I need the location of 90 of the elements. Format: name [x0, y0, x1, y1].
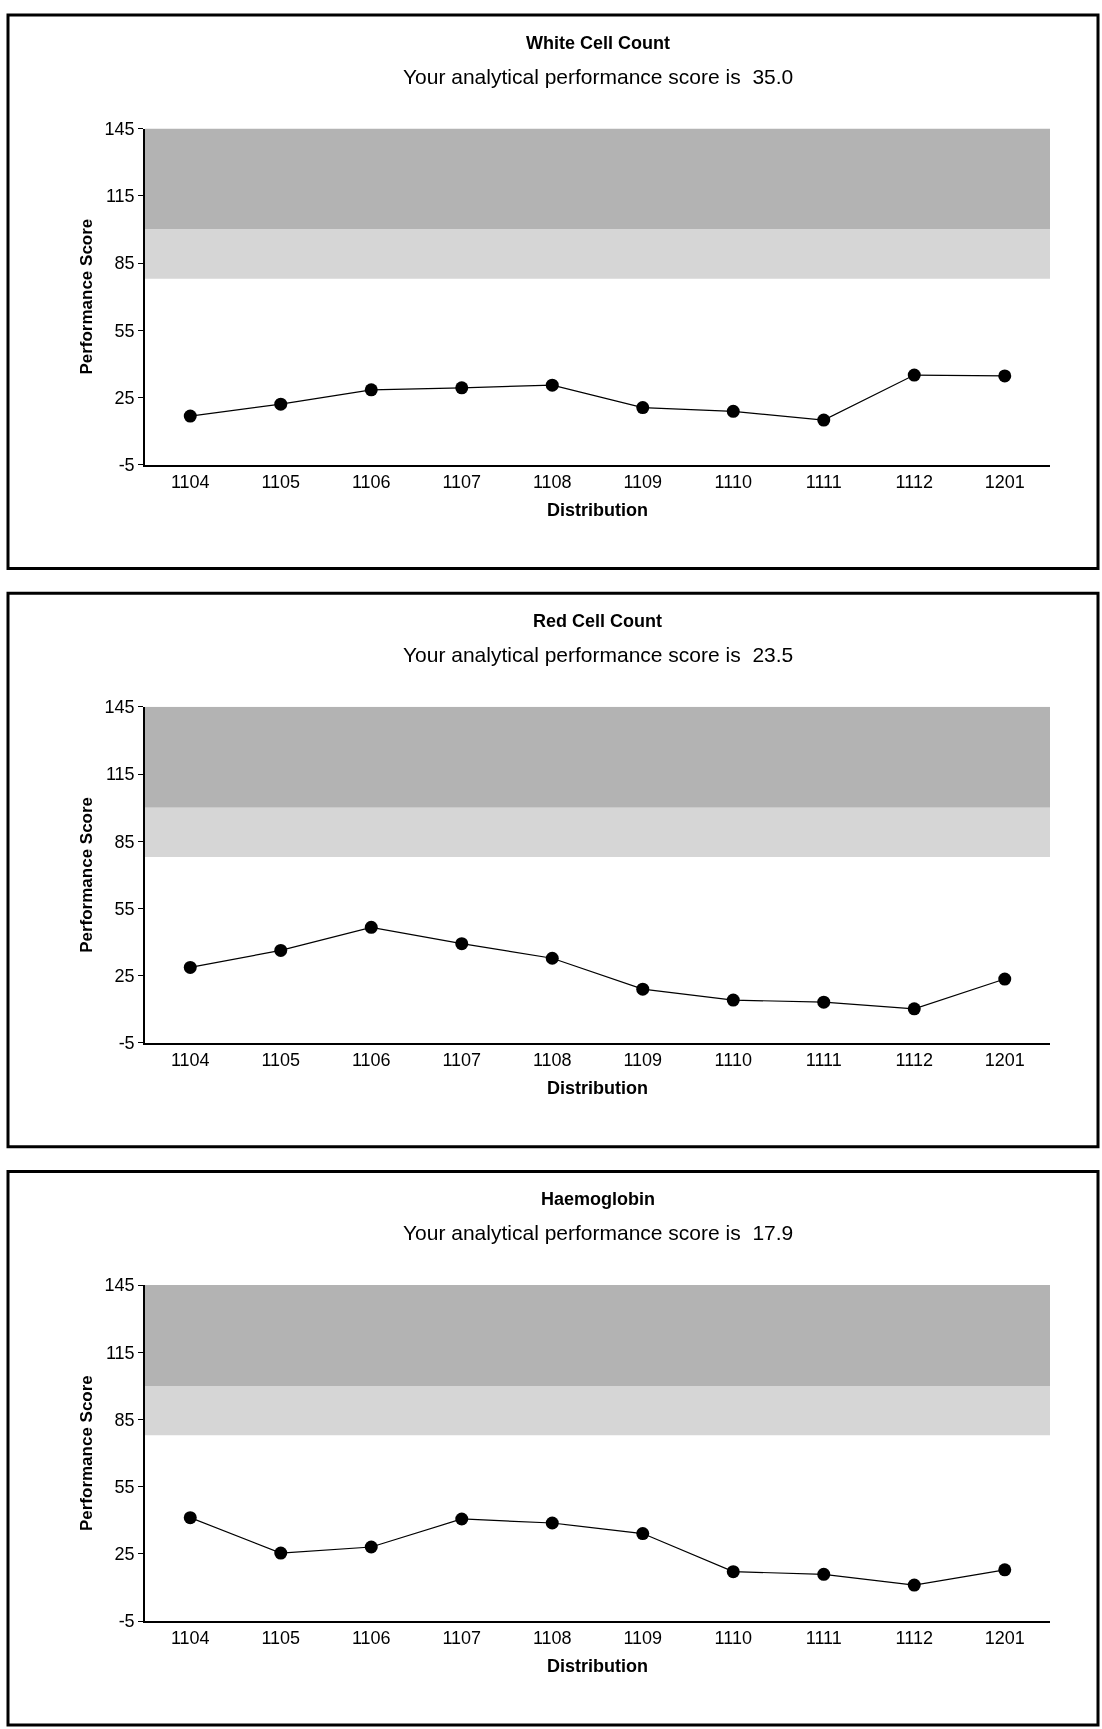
x-tick-label: 1112 — [895, 472, 933, 493]
x-axis-title: Distribution — [547, 1656, 648, 1677]
x-tick-label: 1111 — [805, 472, 842, 493]
point — [726, 993, 740, 1007]
point — [183, 1511, 197, 1525]
chart-subtitle: Your analytical performance score is 23.5 — [403, 643, 794, 666]
x-tick-label: 1107 — [442, 1628, 482, 1649]
x-tick-label: 1106 — [351, 1628, 391, 1649]
y-tick-label: 145 — [104, 697, 135, 718]
x-tick-label: 1108 — [532, 472, 572, 493]
point — [907, 1002, 921, 1016]
chart-subtitle: Your analytical performance score is 35.0 — [403, 65, 794, 88]
y-axis-title: Performance Score — [76, 796, 96, 953]
point — [998, 369, 1012, 383]
point — [998, 1563, 1012, 1577]
y-tick-label: 25 — [114, 1544, 135, 1565]
y-tick-label: 25 — [114, 387, 135, 408]
point — [907, 1578, 921, 1592]
x-tick-label: 1109 — [623, 1628, 663, 1649]
x-tick-label: 1105 — [261, 472, 301, 493]
y-tick-label: 145 — [104, 118, 135, 139]
point — [817, 413, 831, 427]
point — [364, 920, 378, 934]
x-tick-label: 1111 — [805, 1628, 842, 1649]
point — [998, 972, 1012, 986]
y-tick-label: 85 — [114, 1409, 135, 1430]
x-tick-label: 1112 — [895, 1050, 933, 1071]
x-tick-label: 1107 — [442, 1050, 482, 1071]
x-tick-label: 1201 — [984, 1050, 1025, 1071]
x-tick-label: 1106 — [351, 1050, 391, 1071]
y-tick-label: 115 — [105, 764, 135, 785]
point — [183, 960, 197, 974]
chart-title: White Cell Count — [526, 33, 670, 53]
point — [364, 383, 378, 397]
y-tick-label: 55 — [114, 1477, 135, 1498]
point — [636, 401, 650, 415]
y-tick-label: 55 — [114, 898, 135, 919]
y-axis-title: Performance Score — [76, 1375, 96, 1532]
x-tick-label: 1105 — [261, 1050, 301, 1071]
y-tick-label: -5 — [118, 454, 135, 475]
x-tick-label: 1108 — [532, 1628, 572, 1649]
x-tick-label: 1110 — [714, 1628, 752, 1649]
point — [455, 381, 469, 395]
y-tick-label: 85 — [114, 253, 135, 274]
x-tick-label: 1104 — [170, 472, 210, 493]
y-axis-title: Performance Score — [76, 218, 96, 375]
x-axis-title: Distribution — [547, 499, 648, 520]
y-tick-label: -5 — [118, 1033, 135, 1054]
x-tick-label: 1110 — [714, 1050, 752, 1071]
x-tick-label: 1201 — [984, 472, 1025, 493]
point — [636, 1527, 650, 1541]
point — [545, 1516, 559, 1530]
x-tick-label: 1107 — [442, 472, 482, 493]
point — [274, 1546, 288, 1560]
y-tick-label: 145 — [104, 1275, 135, 1296]
point — [545, 951, 559, 965]
x-axis-title: Distribution — [547, 1077, 648, 1098]
point — [817, 995, 831, 1009]
x-tick-label: 1109 — [623, 1050, 663, 1071]
point — [274, 397, 288, 411]
y-tick-label: -5 — [118, 1611, 135, 1632]
point — [455, 937, 469, 951]
point — [364, 1540, 378, 1554]
point — [455, 1512, 469, 1526]
chart-title: Haemoglobin — [541, 1189, 656, 1209]
x-tick-label: 1111 — [805, 1050, 842, 1071]
y-tick-label: 85 — [114, 831, 135, 852]
point — [183, 409, 197, 423]
point — [907, 368, 921, 382]
x-tick-label: 1106 — [351, 472, 391, 493]
chart-title: Red Cell Count — [533, 611, 662, 631]
point — [726, 404, 740, 418]
x-tick-label: 1105 — [261, 1628, 301, 1649]
y-tick-label: 115 — [105, 186, 135, 207]
point — [817, 1567, 831, 1581]
x-tick-label: 1110 — [714, 472, 752, 493]
y-tick-label: 25 — [114, 965, 135, 986]
y-tick-label: 115 — [105, 1342, 135, 1363]
x-tick-label: 1104 — [170, 1050, 210, 1071]
x-tick-label: 1109 — [623, 472, 663, 493]
x-tick-label: 1201 — [984, 1628, 1025, 1649]
x-tick-label: 1112 — [895, 1628, 933, 1649]
chart-subtitle: Your analytical performance score is 17.9 — [403, 1221, 794, 1244]
x-tick-label: 1104 — [170, 1628, 210, 1649]
x-tick-label: 1108 — [532, 1050, 572, 1071]
y-tick-label: 55 — [114, 320, 135, 341]
point — [274, 943, 288, 957]
point — [636, 982, 650, 996]
point — [545, 378, 559, 392]
point — [726, 1565, 740, 1579]
